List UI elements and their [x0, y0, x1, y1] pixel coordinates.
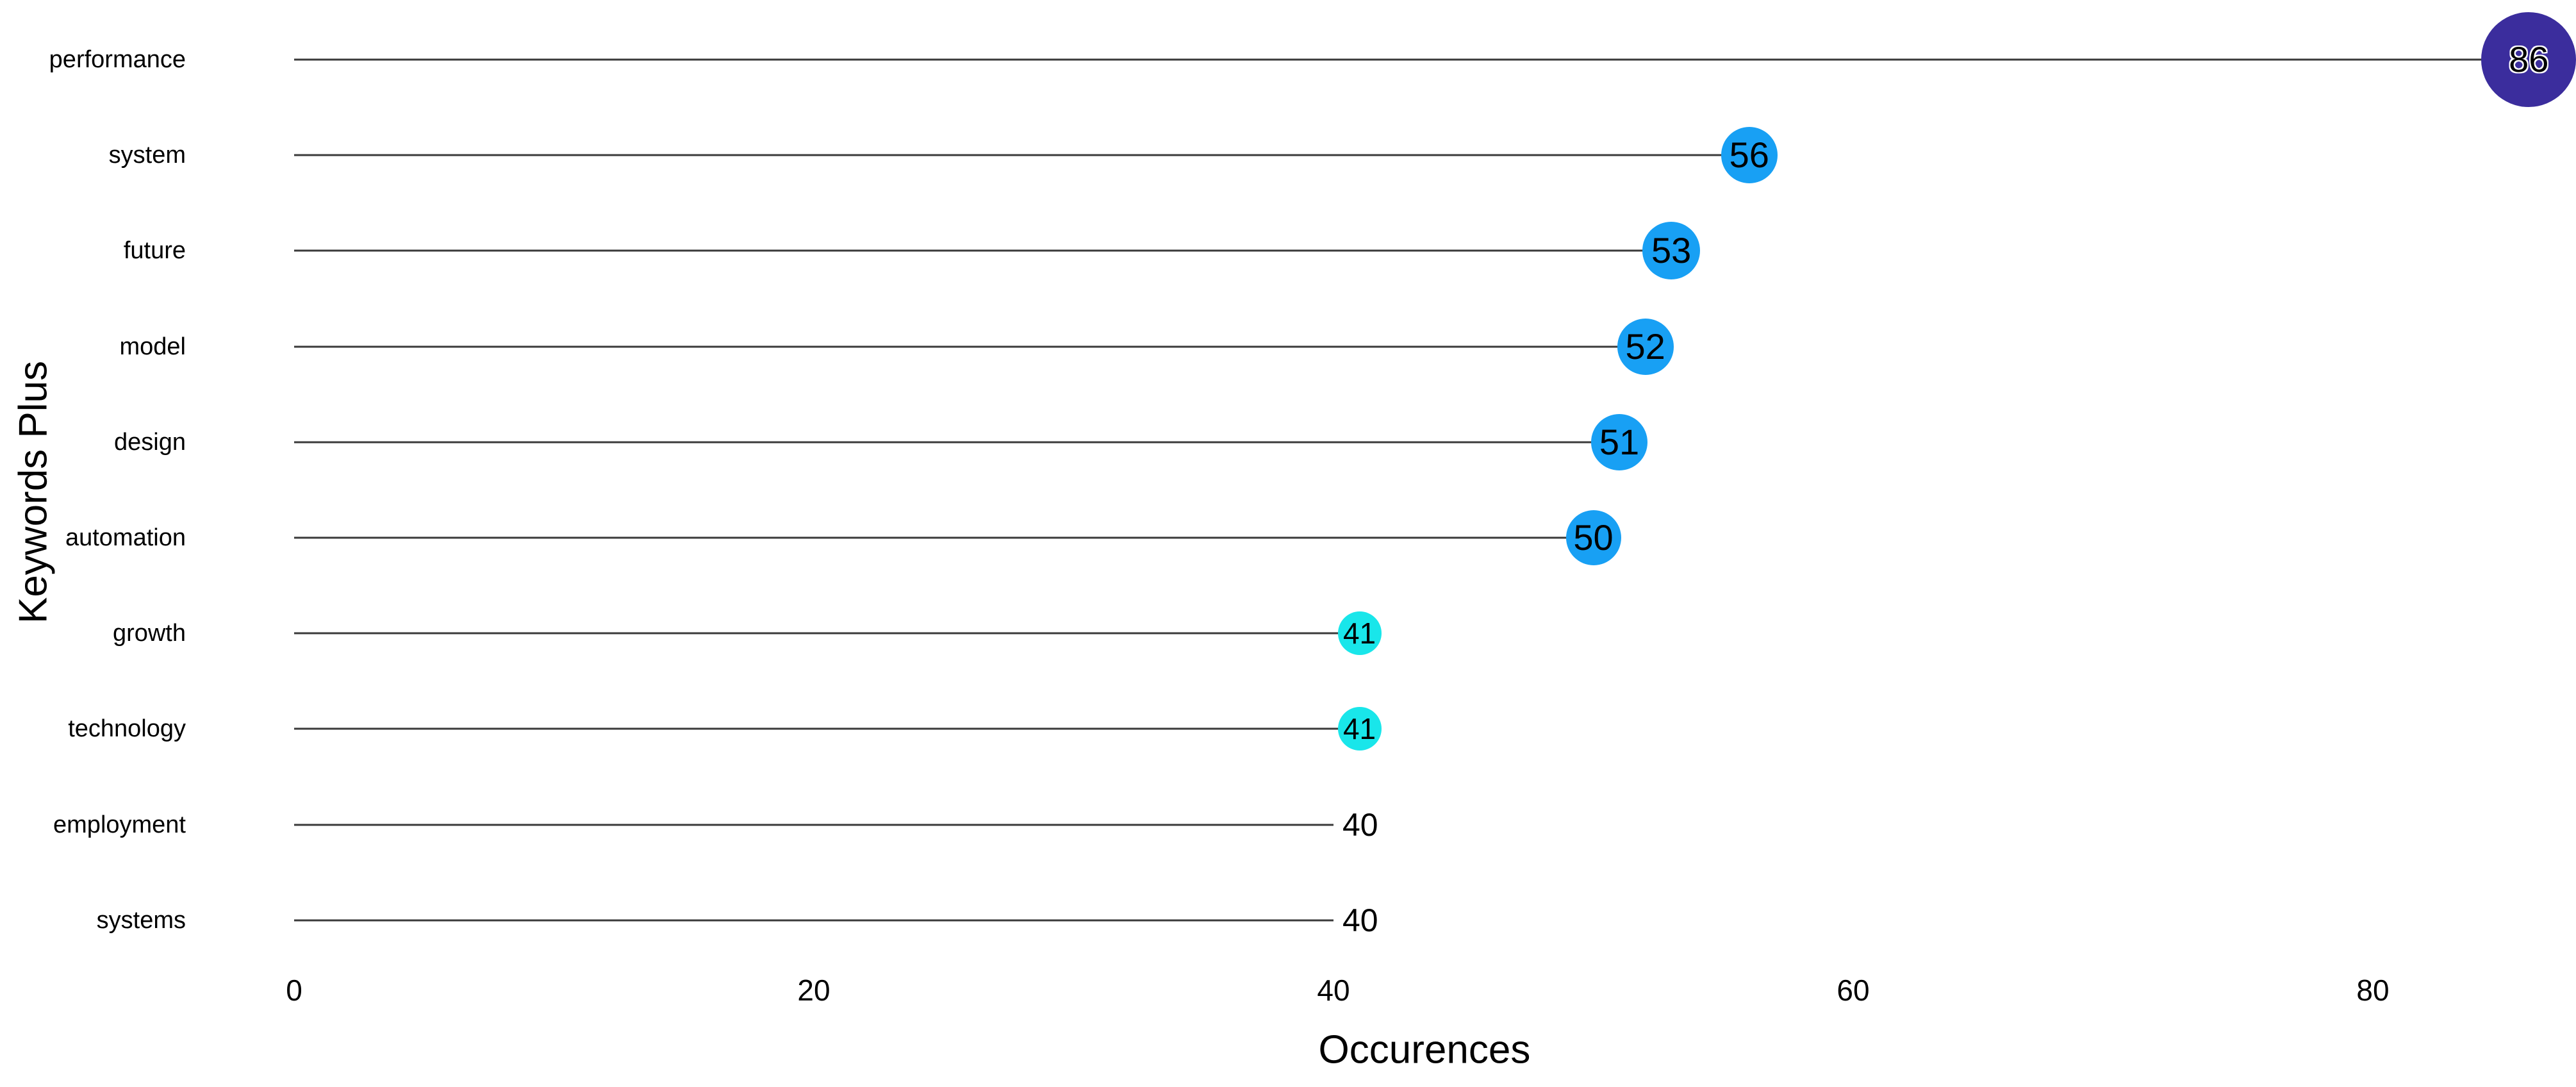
category-label-automation: automation [65, 524, 186, 551]
data-point: 50 [1565, 510, 1621, 565]
category-label-design: design [114, 428, 186, 456]
data-point-value: 52 [1625, 326, 1665, 367]
stem-line [294, 154, 1725, 156]
stem-line [294, 824, 1333, 826]
stem-line [294, 727, 1342, 730]
stem-line [294, 58, 2486, 61]
data-point-value: 86 [2509, 39, 2549, 79]
category-label-employment: employment [53, 811, 186, 838]
x-tick-label: 80 [2356, 974, 2390, 1007]
data-point-value: 40 [1342, 902, 1378, 938]
x-tick-label: 40 [1317, 974, 1350, 1007]
stem-line [294, 632, 1342, 635]
category-label-technology: technology [68, 715, 186, 743]
category-label-system: system [108, 142, 186, 169]
data-point: 53 [1642, 222, 1701, 280]
data-point-value: 41 [1342, 617, 1376, 651]
stem-line [294, 249, 1647, 252]
data-point-value: 40 [1342, 806, 1378, 843]
category-label-performance: performance [49, 46, 186, 73]
data-point-value: 53 [1651, 230, 1692, 271]
x-tick-label: 0 [286, 974, 302, 1007]
stem-line [294, 345, 1621, 348]
x-tick-label: 20 [797, 974, 830, 1007]
category-label-model: model [119, 333, 186, 360]
data-point: 52 [1617, 318, 1674, 375]
x-axis-title: Occurences [1318, 1027, 1531, 1072]
data-point-value: 41 [1342, 712, 1376, 746]
stem-line [294, 536, 1570, 539]
y-axis-title: Keywords Plus [11, 360, 56, 624]
category-label-growth: growth [112, 620, 186, 647]
stem-line [294, 441, 1596, 444]
stem-line [294, 919, 1333, 922]
data-point: 41 [1337, 707, 1382, 751]
x-tick-label: 60 [1837, 974, 1870, 1007]
data-point: 41 [1337, 611, 1382, 656]
category-label-future: future [123, 237, 186, 265]
data-point: 86 [2481, 12, 2576, 107]
data-point-value: 51 [1599, 421, 1640, 462]
data-point-value: 56 [1729, 135, 1769, 176]
data-point: 51 [1591, 413, 1648, 470]
category-label-systems: systems [96, 906, 186, 934]
data-point: 56 [1721, 127, 1778, 184]
data-point-value: 50 [1573, 517, 1614, 558]
